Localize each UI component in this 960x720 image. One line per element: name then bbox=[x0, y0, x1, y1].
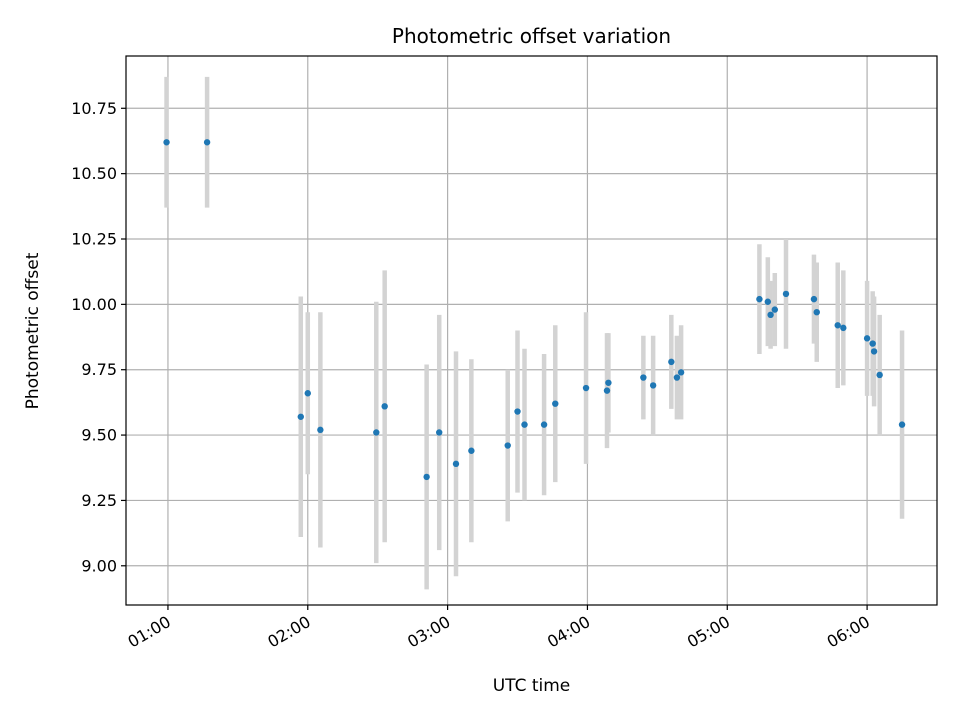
data-points bbox=[163, 139, 906, 481]
grid-lines bbox=[126, 56, 937, 605]
y-tick-label: 10.50 bbox=[71, 164, 117, 183]
data-point bbox=[203, 139, 211, 146]
x-axis-label: UTC time bbox=[493, 676, 571, 696]
data-point bbox=[869, 340, 876, 347]
data-point bbox=[504, 442, 511, 449]
data-point bbox=[782, 290, 790, 298]
data-point bbox=[552, 400, 559, 407]
y-tick-label: 10.25 bbox=[71, 230, 117, 249]
data-point bbox=[876, 371, 883, 379]
chart-title: Photometric offset variation bbox=[392, 24, 671, 48]
data-point bbox=[834, 322, 841, 329]
y-tick-label: 10.00 bbox=[71, 295, 117, 314]
data-point bbox=[317, 426, 324, 434]
data-point bbox=[297, 413, 304, 420]
y-tick-label: 10.75 bbox=[71, 99, 117, 118]
data-point bbox=[373, 429, 380, 436]
data-point bbox=[840, 324, 847, 332]
data-point bbox=[668, 358, 675, 366]
data-point bbox=[603, 387, 611, 394]
data-point bbox=[677, 369, 685, 376]
y-tick-label: 9.50 bbox=[81, 426, 117, 445]
data-point bbox=[649, 382, 657, 389]
data-point bbox=[436, 429, 443, 436]
data-point bbox=[640, 374, 647, 381]
y-axis-ticks: 9.00 9.25 9.50 9.75 10.00 10.25 10.50 10.75 bbox=[71, 99, 126, 575]
data-point bbox=[771, 306, 778, 313]
y-axis-label: Photometric offset bbox=[23, 252, 43, 409]
y-tick-label: 9.75 bbox=[81, 360, 117, 379]
data-point bbox=[514, 408, 521, 415]
data-point bbox=[582, 384, 590, 392]
y-tick-label: 9.00 bbox=[81, 556, 117, 575]
data-point bbox=[423, 473, 430, 481]
data-point bbox=[521, 421, 528, 428]
data-point bbox=[468, 447, 475, 454]
data-point bbox=[381, 403, 388, 410]
data-point bbox=[767, 311, 774, 319]
data-point bbox=[673, 374, 681, 381]
data-point bbox=[304, 390, 311, 397]
data-point bbox=[605, 379, 612, 386]
data-point bbox=[898, 421, 906, 428]
data-point bbox=[870, 348, 878, 355]
data-point bbox=[764, 298, 772, 305]
data-point bbox=[810, 295, 818, 303]
data-point bbox=[452, 460, 460, 468]
plot-area-frame bbox=[125, 55, 938, 606]
data-point bbox=[163, 139, 170, 146]
data-point bbox=[540, 421, 548, 428]
data-point bbox=[756, 295, 763, 303]
data-point bbox=[813, 309, 820, 316]
data-point bbox=[863, 335, 871, 342]
y-tick-label: 9.25 bbox=[81, 491, 117, 510]
